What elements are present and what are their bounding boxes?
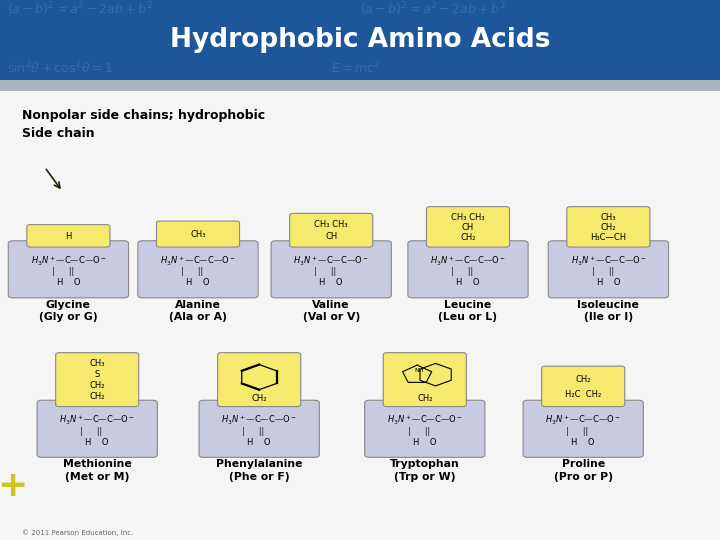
Text: $H_3N^+$—C—C—O$^-$: $H_3N^+$—C—C—O$^-$: [545, 414, 621, 427]
FancyBboxPatch shape: [199, 400, 320, 457]
Text: $\sin^2\!\theta+\cos^2\!\theta=1$: $\sin^2\!\theta+\cos^2\!\theta=1$: [7, 59, 113, 76]
Text: CH: CH: [462, 223, 474, 232]
FancyBboxPatch shape: [426, 207, 510, 247]
Text: |      ||: | ||: [81, 427, 102, 436]
Text: CH₂: CH₂: [600, 223, 616, 232]
Text: CH₂: CH₂: [251, 394, 267, 403]
Text: H    O: H O: [248, 438, 271, 447]
FancyBboxPatch shape: [567, 207, 650, 247]
FancyBboxPatch shape: [383, 353, 467, 407]
FancyBboxPatch shape: [523, 400, 644, 457]
Text: $(a-b)^2=a^2-2ab+b^2$: $(a-b)^2=a^2-2ab+b^2$: [7, 0, 153, 18]
Text: Phenylalanine
(Phe or F): Phenylalanine (Phe or F): [216, 459, 302, 482]
Text: Hydrophobic Amino Acids: Hydrophobic Amino Acids: [170, 27, 550, 53]
Text: $H_3N^+$—C—C—O$^-$: $H_3N^+$—C—C—O$^-$: [387, 414, 463, 427]
Text: |      ||: | ||: [567, 427, 588, 436]
Text: +: +: [0, 469, 27, 503]
Text: Tryptophan
(Trp or W): Tryptophan (Trp or W): [390, 459, 459, 482]
FancyBboxPatch shape: [289, 213, 373, 247]
Text: $(a-b)^2=a^2-2ab+b^2$: $(a-b)^2=a^2-2ab+b^2$: [360, 0, 506, 18]
Text: H: H: [66, 232, 71, 241]
Text: $H_3N^+$—C—C—O$^-$: $H_3N^+$—C—C—O$^-$: [221, 414, 297, 427]
Text: Valine
(Val or V): Valine (Val or V): [302, 300, 360, 322]
Text: |      ||: | ||: [315, 267, 336, 276]
FancyBboxPatch shape: [549, 241, 668, 298]
Text: H    O: H O: [597, 278, 620, 287]
Text: |      ||: | ||: [52, 267, 73, 276]
Text: H₂C  CH₂: H₂C CH₂: [565, 390, 601, 399]
Text: $H_3N^+$—C—C—O$^-$: $H_3N^+$—C—C—O$^-$: [430, 255, 506, 268]
Text: $E=mc^2$: $E=mc^2$: [331, 59, 381, 76]
Text: H    O: H O: [320, 278, 343, 287]
Text: S: S: [94, 370, 100, 379]
Text: CH: CH: [325, 232, 338, 241]
FancyBboxPatch shape: [271, 241, 392, 298]
Text: CH₂: CH₂: [89, 381, 105, 390]
Text: CH₃ CH₃: CH₃ CH₃: [315, 220, 348, 230]
Text: NH: NH: [415, 368, 424, 373]
Text: |      ||: | ||: [592, 267, 613, 276]
Text: H    O: H O: [456, 278, 480, 287]
Text: CH₂: CH₂: [89, 392, 105, 401]
Text: © 2011 Pearson Education, Inc.: © 2011 Pearson Education, Inc.: [22, 530, 133, 536]
FancyBboxPatch shape: [364, 400, 485, 457]
Text: $H_3N^+$—C—C—O$^-$: $H_3N^+$—C—C—O$^-$: [570, 255, 647, 268]
Text: |      ||: | ||: [181, 267, 203, 276]
FancyBboxPatch shape: [408, 241, 528, 298]
Text: $H_3N^+$—C—C—O$^-$: $H_3N^+$—C—C—O$^-$: [30, 255, 107, 268]
FancyBboxPatch shape: [27, 225, 110, 247]
Text: Leucine
(Leu or L): Leucine (Leu or L): [438, 300, 498, 322]
Text: Alanine
(Ala or A): Alanine (Ala or A): [169, 300, 227, 322]
FancyBboxPatch shape: [55, 353, 139, 407]
FancyBboxPatch shape: [541, 366, 625, 407]
FancyBboxPatch shape: [138, 241, 258, 298]
Text: |      ||: | ||: [451, 267, 473, 276]
Text: Methionine
(Met or M): Methionine (Met or M): [63, 459, 132, 482]
Text: H    O: H O: [57, 278, 80, 287]
Text: CH₂: CH₂: [460, 233, 476, 242]
Text: |      ||: | ||: [243, 427, 264, 436]
Text: Side chain: Side chain: [22, 127, 94, 140]
Text: H    O: H O: [572, 438, 595, 447]
FancyBboxPatch shape: [156, 221, 240, 247]
FancyBboxPatch shape: [217, 353, 301, 407]
Text: Proline
(Pro or P): Proline (Pro or P): [554, 459, 613, 482]
Text: H    O: H O: [413, 438, 436, 447]
Text: Isoleucine
(Ile or I): Isoleucine (Ile or I): [577, 300, 639, 322]
FancyBboxPatch shape: [9, 241, 129, 298]
Text: CH₂: CH₂: [575, 375, 591, 384]
Text: $H_3N^+$—C—C—O$^-$: $H_3N^+$—C—C—O$^-$: [293, 255, 369, 268]
Text: Glycine
(Gly or G): Glycine (Gly or G): [39, 300, 98, 322]
Text: CH₃: CH₃: [89, 359, 105, 368]
Text: CH₃: CH₃: [190, 230, 206, 239]
Text: H    O: H O: [186, 278, 210, 287]
Text: $H_3N^+$—C—C—O$^-$: $H_3N^+$—C—C—O$^-$: [59, 414, 135, 427]
FancyBboxPatch shape: [37, 400, 158, 457]
Text: |      ||: | ||: [408, 427, 430, 436]
Text: $H_3N^+$—C—C—O$^-$: $H_3N^+$—C—C—O$^-$: [160, 255, 236, 268]
Text: CH₃ CH₃: CH₃ CH₃: [451, 213, 485, 221]
Text: CH₂: CH₂: [417, 394, 433, 402]
Text: CH₃: CH₃: [600, 213, 616, 221]
Text: H₃C—CH: H₃C—CH: [590, 233, 626, 242]
Text: Nonpolar side chains; hydrophobic: Nonpolar side chains; hydrophobic: [22, 109, 265, 122]
Text: H    O: H O: [86, 438, 109, 447]
